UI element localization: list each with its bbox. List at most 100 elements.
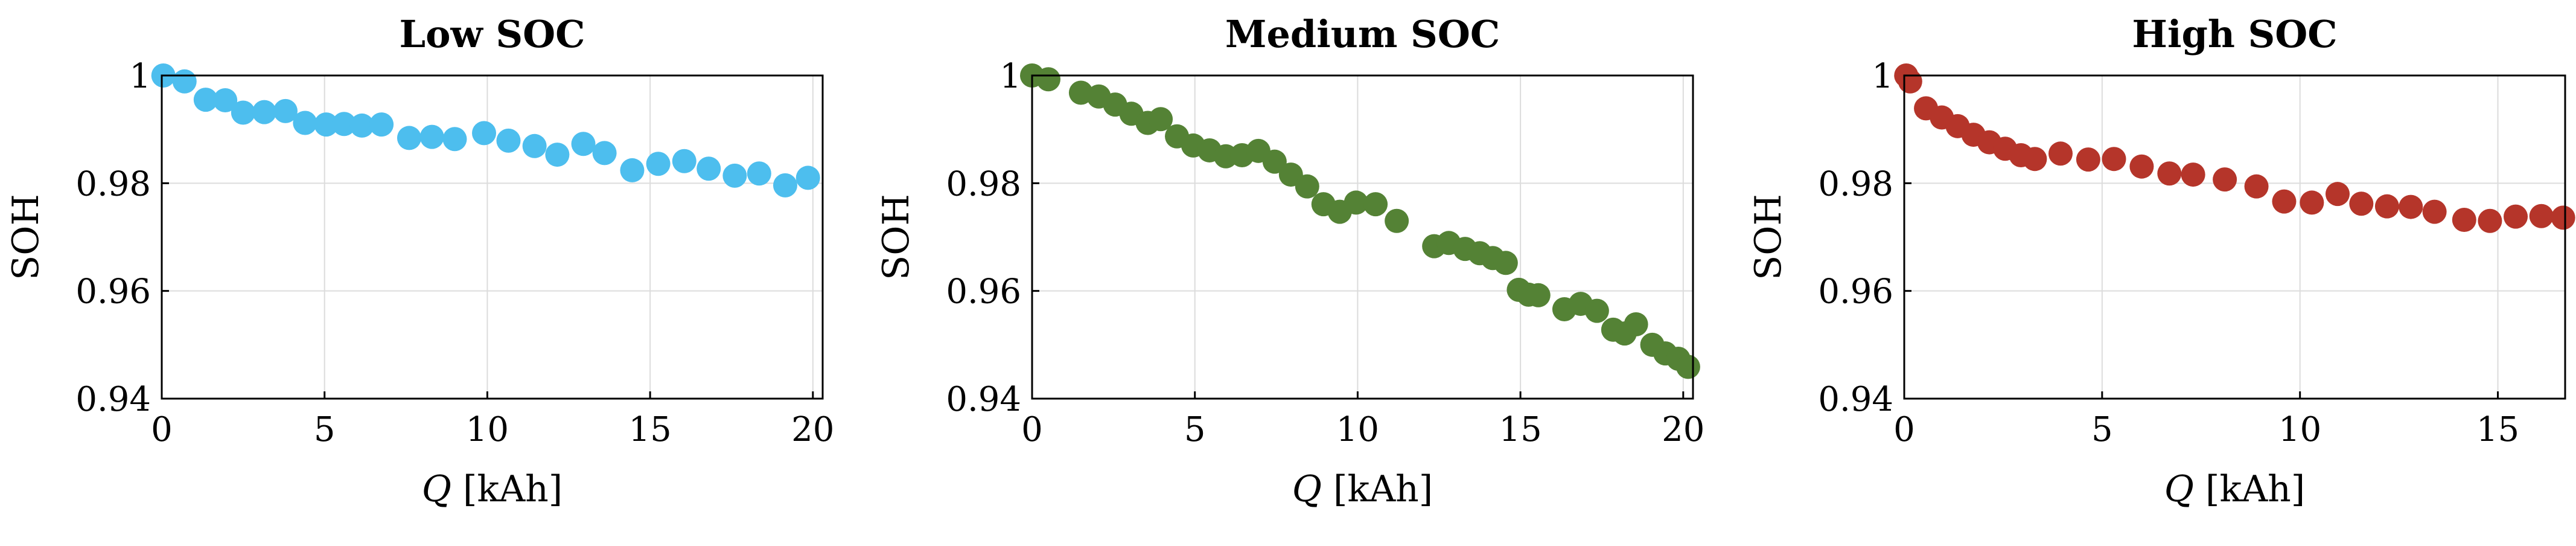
panel-title: High SOC [2132,12,2337,56]
y-tick-label: 1 [129,57,151,96]
data-point [592,141,617,165]
y-tick-label: 0.94 [946,380,1021,419]
data-point [231,100,255,125]
data-point [369,112,394,137]
axes-frame [1903,74,2566,400]
y-tick-label: 1 [1872,57,1893,96]
x-axis-unit: [kAh] [451,468,563,510]
x-axis-variable: Q [2164,468,2194,510]
y-tick-label: 0.98 [1818,164,1893,204]
x-tick-label: 5 [2091,410,2113,449]
y-tick-label: 0.96 [946,272,1021,312]
data-point [522,133,547,158]
high-soc-panel: 0 5 10 15 0.94 0.96 0.98 1 High SOC Q [kAh] SOH [1747,12,2575,510]
data-point [496,128,521,153]
data-point [442,127,467,152]
x-tick-label: 10 [466,410,509,449]
data-point [314,112,339,137]
x-tick-label: 15 [2476,410,2519,449]
x-axis-variable: Q [422,468,451,510]
data-point [1584,298,1609,323]
y-tick-label: 0.94 [1818,380,1893,419]
data-point [2129,154,2154,179]
data-point [2102,147,2126,172]
x-tick-label: 10 [1336,410,1379,449]
x-axis-unit: [kAh] [2194,468,2305,510]
x-tick-label: 0 [151,410,173,449]
x-tick-label: 5 [314,410,336,449]
x-tick-label: 10 [2278,410,2321,449]
data-point [1675,355,1700,379]
data-point [747,161,771,186]
low-soc-panel: 0 5 10 15 20 0.94 0.96 0.98 1 Low SOC Q [kAh] SOH [5,12,834,510]
x-axis-unit: [kAh] [1322,468,1433,510]
x-tick-label: 0 [1021,410,1043,449]
data-point [213,88,238,113]
data-point [273,98,298,123]
data-point [1068,80,1093,105]
x-tick-label: 15 [628,410,671,449]
data-point [332,112,357,136]
y-tick-label: 0.96 [1818,272,1893,312]
x-tick-label: 20 [791,410,834,449]
x-axis-label: Q [kAh] [422,468,563,510]
data-point [646,152,671,176]
data-point [722,163,747,188]
y-axis-label: SOH [5,194,47,280]
data-point [2048,141,2073,166]
data-point [1149,107,1173,132]
data-point [1493,251,1518,275]
y-tick-label: 1 [999,57,1021,96]
data-point [1344,190,1368,215]
data-point [2399,194,2423,219]
data-point [571,132,596,156]
x-axis-label: Q [kAh] [2164,468,2305,510]
data-point [2272,189,2297,214]
data-point [349,113,374,138]
data-point [2529,204,2554,228]
x-axis-variable: Q [1292,468,1322,510]
data-point [472,121,497,146]
data-point [2422,199,2447,224]
panel-title: Low SOC [399,12,585,56]
data-point [1385,208,1409,233]
panel-title: Medium SOC [1225,12,1500,56]
x-tick-label: 0 [1893,410,1915,449]
axes-frame [161,74,824,400]
data-point [2349,191,2374,216]
data-point [1898,69,1922,94]
data-point [2181,162,2205,187]
medium-soc-panel: 0 5 10 15 20 0.94 0.96 0.98 1 Medium SOC Q [kAh] SO… [875,12,1704,510]
data-point [397,126,421,150]
data-point [620,158,645,182]
data-point [2478,208,2502,233]
data-point [1363,192,1388,217]
data-point [2157,161,2182,186]
data-point [2244,174,2269,199]
data-point [1036,67,1060,92]
axes-frame [1031,74,1694,400]
y-tick-label: 0.98 [946,164,1021,204]
data-point [2023,147,2047,172]
x-tick-label: 5 [1184,410,1206,449]
data-point [2300,190,2324,215]
data-point [172,69,197,94]
data-point [773,173,797,198]
data-point [293,111,317,135]
data-point [2452,207,2476,232]
x-axis-label: Q [kAh] [1292,468,1433,510]
data-point [2551,205,2575,230]
y-tick-label: 0.96 [75,272,151,312]
data-point [545,143,570,167]
data-point [419,124,444,149]
data-point [1624,312,1648,336]
data-point [2504,204,2528,229]
data-point [1526,283,1551,307]
data-point [2213,167,2237,192]
y-tick-label: 0.94 [75,380,151,419]
data-point [252,100,276,124]
y-axis-label: SOH [1747,194,1790,280]
x-tick-label: 20 [1662,410,1704,449]
data-point [1295,174,1319,199]
